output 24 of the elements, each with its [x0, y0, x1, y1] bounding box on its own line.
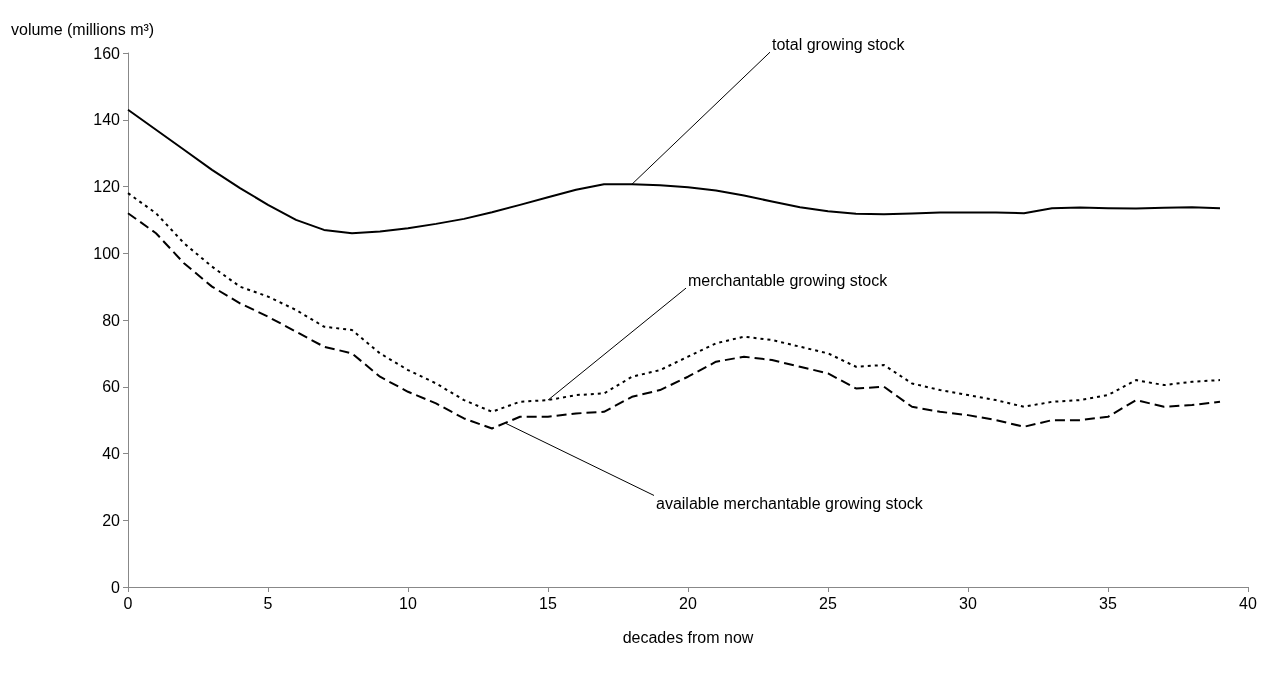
x-tick-label: 10 — [399, 594, 417, 612]
x-tick-label: 20 — [679, 594, 697, 612]
y-tick-label: 100 — [93, 244, 121, 262]
y-tick-label: 0 — [111, 578, 121, 596]
y-tick-label: 140 — [93, 111, 121, 129]
x-tick-label: 5 — [263, 594, 273, 612]
y-tick-label: 80 — [102, 311, 121, 329]
annotation: merchantable growing stock — [688, 271, 889, 289]
x-axis-title: decades from now — [622, 628, 754, 646]
y-tick-label: 60 — [102, 378, 121, 396]
x-tick-label: 15 — [539, 594, 557, 612]
y-tick-label: 160 — [93, 44, 121, 62]
x-tick-label: 25 — [819, 594, 837, 612]
x-tick-label: 40 — [1239, 594, 1257, 612]
y-tick-label: 20 — [102, 511, 121, 529]
y-tick-label: 40 — [102, 445, 121, 462]
y-tick-label: 120 — [93, 178, 121, 195]
annotation: total growing stock — [772, 35, 906, 53]
y-axis-title: volume (millions m³) — [11, 20, 155, 38]
annotation: available merchantable growing stock — [656, 494, 924, 512]
line-series — [127, 192, 1221, 413]
x-tick-label: 35 — [1099, 594, 1117, 612]
x-tick-label: 30 — [959, 594, 977, 612]
x-tick-label: 0 — [123, 594, 133, 612]
